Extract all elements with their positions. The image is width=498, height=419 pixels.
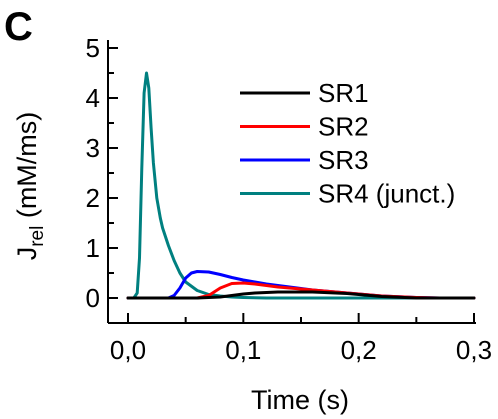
panel-letter: C (4, 5, 33, 49)
svg-text:Jrel (mM/ms): Jrel (mM/ms) (12, 112, 48, 261)
x-tick-label: 0,3 (456, 335, 492, 365)
y-tick-label: 3 (86, 133, 100, 163)
y-tick-label: 4 (86, 83, 100, 113)
legend-label-4: SR4 (junct.) (318, 179, 455, 209)
x-tick-label: 0,1 (225, 335, 261, 365)
legend-label-1: SR1 (318, 78, 369, 108)
y-axis-label-subscript: rel (27, 226, 48, 247)
legend-label-3: SR3 (318, 145, 369, 175)
x-axis-label: Time (s) (251, 385, 349, 415)
y-axis-label-main: J (12, 247, 42, 261)
series-line-4 (126, 71, 476, 300)
y-tick-label: 2 (86, 183, 100, 213)
y-tick-label: 0 (86, 283, 100, 313)
y-tick-label: 5 (86, 33, 100, 63)
y-axis-label: Jrel (mM/ms) (12, 112, 48, 261)
plot-area: 0 1 2 3 4 5 0,0 0,1 0,2 0,3 (86, 33, 493, 365)
y-axis-label-unit: (mM/ms) (12, 112, 42, 226)
y-tick-label: 1 (86, 233, 100, 263)
x-tick-label: 0,2 (341, 335, 377, 365)
legend-label-2: SR2 (318, 112, 369, 142)
series-line-1 (126, 290, 476, 300)
x-tick-label: 0,0 (110, 335, 146, 365)
